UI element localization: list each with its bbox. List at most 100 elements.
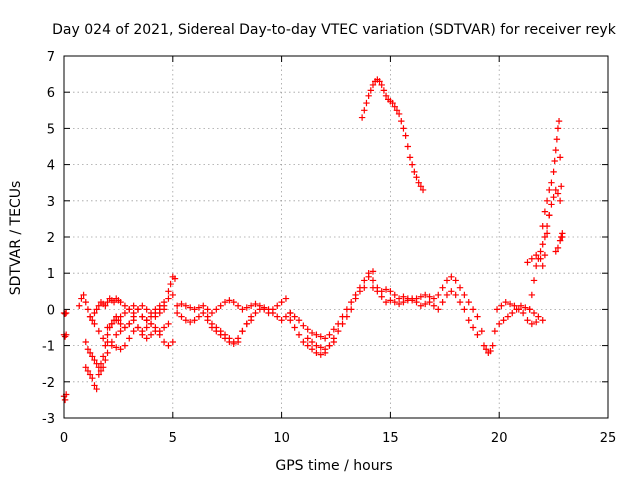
data-point [243, 320, 250, 328]
data-point [511, 302, 518, 309]
data-point [365, 92, 372, 100]
data-point [313, 342, 320, 349]
data-point [221, 335, 229, 342]
data-point [456, 284, 464, 291]
data-point [493, 306, 501, 313]
data-point [247, 313, 255, 320]
data-point [278, 298, 285, 306]
series-s16 [365, 273, 481, 320]
data-point [167, 280, 174, 288]
data-point [395, 300, 403, 308]
data-point [76, 302, 83, 309]
data-point [239, 306, 246, 313]
data-point [461, 291, 468, 299]
data-point [465, 317, 472, 324]
y-tick-label: 6 [47, 86, 55, 101]
data-point [361, 284, 368, 291]
data-point [117, 298, 124, 306]
y-axis-label: SDTVAR / TECUs [8, 181, 24, 296]
data-point [304, 326, 311, 333]
data-point [406, 154, 414, 161]
data-point [391, 291, 398, 299]
data-point [84, 346, 92, 353]
data-point [152, 327, 159, 335]
data-point [308, 338, 316, 346]
data-point [363, 99, 370, 107]
data-point [217, 331, 224, 338]
data-point [187, 318, 194, 326]
data-point [187, 304, 194, 311]
data-point [178, 313, 185, 320]
data-point [108, 342, 116, 349]
data-point [230, 298, 237, 306]
data-point [95, 302, 103, 309]
data-point [543, 230, 551, 237]
y-tick-label: 1 [47, 267, 55, 282]
data-point [552, 146, 559, 154]
data-point [147, 320, 155, 328]
data-point [554, 244, 562, 252]
data-point [252, 300, 259, 308]
data-point [86, 371, 94, 378]
data-point [304, 335, 311, 342]
data-point [330, 338, 338, 346]
data-point [126, 320, 133, 328]
data-point [474, 313, 481, 320]
data-point [308, 329, 316, 337]
data-point [365, 273, 372, 281]
data-point [239, 327, 246, 335]
data-point [102, 302, 109, 309]
data-point [539, 262, 546, 270]
data-point [78, 295, 85, 302]
data-point [252, 309, 259, 317]
series-s7 [86, 313, 176, 353]
data-point [382, 92, 390, 100]
data-point [402, 132, 409, 139]
data-point [496, 320, 503, 328]
data-point [537, 248, 544, 255]
data-point [382, 298, 390, 306]
data-point [539, 241, 546, 248]
data-point [139, 313, 146, 320]
data-point [474, 331, 481, 338]
data-point [541, 208, 549, 215]
y-tick-label: 0 [47, 303, 55, 318]
data-point [400, 293, 407, 300]
data-point [489, 342, 496, 349]
data-point [287, 317, 294, 324]
series-s12 [204, 304, 294, 347]
data-point [530, 309, 538, 317]
data-point [282, 313, 290, 320]
data-point [519, 309, 527, 317]
data-point [287, 309, 294, 317]
data-point [86, 349, 94, 357]
data-point [352, 291, 359, 299]
series-s19 [480, 342, 496, 357]
y-tick-label: 4 [47, 159, 55, 174]
data-point [117, 320, 124, 328]
data-point [528, 255, 536, 262]
data-point [117, 346, 124, 353]
data-point [537, 255, 544, 262]
data-point [317, 344, 324, 351]
data-point [230, 340, 237, 347]
data-point [395, 110, 403, 118]
data-point [165, 320, 172, 328]
data-point [539, 317, 546, 324]
data-point [260, 304, 268, 311]
x-axis-label: GPS time / hours [275, 458, 392, 474]
y-tick-label: -1 [42, 340, 55, 355]
data-point [426, 298, 433, 306]
data-point [80, 291, 87, 299]
data-point [541, 233, 549, 241]
data-point [208, 324, 216, 331]
data-point [317, 351, 324, 358]
x-tick-label: 0 [60, 431, 68, 446]
data-point [117, 313, 124, 320]
data-point [134, 324, 142, 331]
data-point [461, 306, 468, 313]
data-point [226, 297, 233, 304]
data-point [121, 309, 129, 317]
data-point [295, 331, 303, 338]
data-point [413, 298, 420, 306]
